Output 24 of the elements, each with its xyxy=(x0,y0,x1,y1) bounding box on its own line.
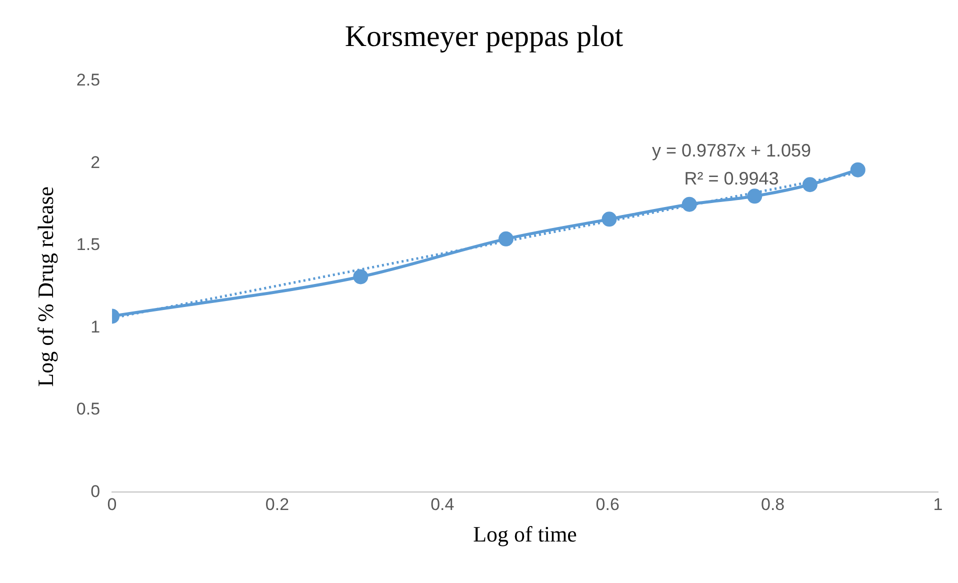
chart-title: Korsmeyer peppas plot xyxy=(344,20,624,53)
x-tick-label: 0.4 xyxy=(430,495,454,514)
point xyxy=(747,188,762,204)
y-tick-label: 1.5 xyxy=(76,235,100,254)
y-tick-label: 2 xyxy=(90,152,100,172)
point xyxy=(498,231,514,246)
y-tick-label: 0.5 xyxy=(76,400,100,419)
x-axis-title: Log of time xyxy=(473,522,577,547)
annotation: y = 0.9787x + 1.059 xyxy=(652,140,812,161)
point xyxy=(602,212,617,227)
x-tick-label: 0.8 xyxy=(760,495,785,514)
x-tick-label: 0.2 xyxy=(265,495,290,514)
y-axis-title: Log of % Drug release xyxy=(32,186,58,387)
annotation: R² = 0.9943 xyxy=(684,168,779,189)
y-tick-label: 1 xyxy=(90,317,100,336)
point xyxy=(353,269,368,284)
point xyxy=(682,196,697,212)
y-tick-label: 0 xyxy=(90,482,100,501)
x-tick-label: 0 xyxy=(107,495,117,514)
x-tick-label: 0.6 xyxy=(596,495,620,514)
y-tick-label: 2.5 xyxy=(76,70,100,90)
point xyxy=(802,177,818,192)
point xyxy=(850,162,866,178)
x-tick-label: 1 xyxy=(933,495,943,514)
